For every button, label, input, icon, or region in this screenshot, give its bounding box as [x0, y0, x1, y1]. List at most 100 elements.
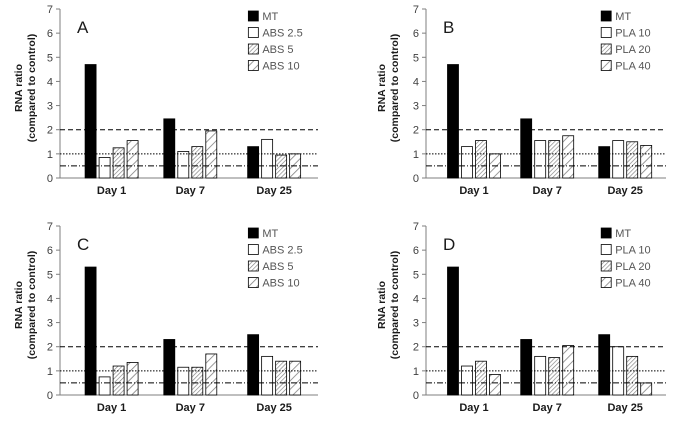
- y-tick-label: 5: [47, 52, 53, 64]
- y-tick-label: 0: [413, 390, 419, 402]
- bar-abs-2-5-day-1: [98, 376, 111, 396]
- x-category-label: Day 7: [176, 185, 205, 197]
- legend-swatch: [247, 227, 259, 239]
- x-category-label: Day 7: [533, 402, 562, 414]
- legend-label: ABS 10: [262, 278, 299, 290]
- bar-pla-10-day-1: [461, 146, 473, 179]
- bar-mt-day-7: [163, 339, 176, 396]
- y-tick-label: 6: [413, 28, 419, 40]
- legend-label: MT: [262, 11, 278, 23]
- y-axis-title-line: RNA ratio: [13, 64, 25, 112]
- legend-label: PLA 20: [615, 261, 650, 273]
- panel-letter: C: [77, 235, 89, 254]
- x-category-label: Day 1: [97, 402, 126, 414]
- x-category-label: Day 25: [607, 402, 642, 414]
- x-category-label: Day 1: [97, 185, 126, 197]
- y-tick-label: 1: [413, 366, 419, 378]
- legend-label: MT: [615, 228, 631, 240]
- bar-pla-20-day-7: [548, 357, 561, 396]
- bar-mt-day-25: [247, 146, 260, 179]
- bar-abs-5-day-1: [112, 365, 125, 396]
- bar-abs-10-day-7: [205, 353, 218, 396]
- bar-mt-day-7: [163, 118, 176, 179]
- y-tick-label: 6: [47, 245, 53, 257]
- legend-swatch: [247, 43, 259, 55]
- bar-abs-5-day-25: [275, 360, 288, 396]
- bar-pla-20-day-7: [548, 140, 561, 179]
- bar-abs-2-5-day-1: [98, 157, 111, 179]
- x-category-label: Day 7: [176, 402, 205, 414]
- legend-swatch: [247, 260, 259, 272]
- legend-label: ABS 2.5: [262, 28, 302, 40]
- y-tick-label: 2: [413, 125, 419, 137]
- legend-label: MT: [262, 228, 278, 240]
- bar-pla-10-day-7: [534, 355, 547, 396]
- legend-swatch: [600, 227, 612, 239]
- y-tick-label: 4: [413, 293, 419, 305]
- bar-mt-day-7: [520, 118, 533, 179]
- legend-label: MT: [615, 11, 631, 23]
- y-tick-label: 0: [47, 173, 53, 185]
- y-tick-label: 3: [413, 101, 419, 113]
- bar-abs-10-day-25: [289, 360, 302, 396]
- y-tick-label: 4: [47, 76, 53, 88]
- legend-swatch: [247, 10, 259, 22]
- x-category-label: Day 25: [607, 185, 642, 197]
- bar-abs-2-5-day-7: [177, 366, 190, 396]
- bar-pla-40-day-25: [640, 145, 653, 179]
- y-tick-label: 5: [413, 52, 419, 64]
- bar-mt-day-1: [84, 64, 97, 179]
- y-tick-label: 0: [413, 173, 419, 185]
- chart-panel-d: 0 1 2 3 4 5 6 7 RNA ratio(compared to control) Da…: [376, 221, 666, 414]
- legend-swatch: [600, 27, 612, 38]
- legend-label: ABS 10: [262, 61, 299, 73]
- y-axis-title-line: RNA ratio: [376, 281, 388, 329]
- panel-letter: A: [77, 18, 89, 37]
- y-axis-title: RNA ratio(compared to control): [376, 251, 401, 360]
- y-tick-label: 7: [413, 4, 419, 16]
- bar-mt-day-1: [447, 266, 459, 396]
- bar-pla-40-day-25: [640, 382, 653, 396]
- legend-swatch: [600, 43, 612, 55]
- bar-pla-20-day-25: [626, 141, 639, 179]
- y-tick-label: 7: [413, 221, 419, 233]
- y-axis-title: RNA ratio(compared to control): [13, 34, 38, 143]
- y-tick-label: 3: [47, 318, 53, 330]
- bar-abs-2-5-day-25: [261, 138, 274, 179]
- legend-label: PLA 20: [615, 44, 650, 56]
- legend-swatch: [247, 244, 259, 255]
- panel-letter: B: [443, 18, 454, 37]
- bar-abs-5-day-7: [191, 146, 204, 179]
- bar-pla-40-day-7: [562, 345, 575, 396]
- legend-label: ABS 2.5: [262, 245, 302, 257]
- y-tick-label: 4: [413, 76, 419, 88]
- x-category-label: Day 1: [459, 185, 488, 197]
- legend-swatch: [247, 60, 259, 71]
- y-tick-label: 5: [413, 269, 419, 281]
- chart-panel-a: 0 1 2 3 4 5 6 7 RNA ratio(compared to control) Da…: [13, 4, 318, 197]
- bar-pla-10-day-7: [534, 140, 547, 179]
- y-tick-label: 6: [47, 28, 53, 40]
- y-tick-label: 6: [413, 245, 419, 257]
- bar-pla-20-day-1: [475, 360, 487, 396]
- y-tick-label: 1: [47, 149, 53, 161]
- bar-abs-5-day-1: [112, 147, 125, 179]
- y-axis-title: RNA ratio(compared to control): [13, 251, 38, 360]
- x-category-label: Day 7: [533, 185, 562, 197]
- legend-swatch: [600, 10, 612, 22]
- legend-swatch: [600, 277, 612, 288]
- y-tick-label: 3: [47, 101, 53, 113]
- bar-mt-day-25: [598, 334, 611, 396]
- bar-pla-40-day-7: [562, 135, 575, 179]
- y-tick-label: 0: [47, 390, 53, 402]
- y-tick-label: 2: [413, 342, 419, 354]
- legend-swatch: [600, 244, 612, 255]
- y-axis-title-line: (compared to control): [389, 251, 401, 360]
- bar-abs-5-day-7: [191, 366, 204, 396]
- bar-pla-40-day-1: [489, 374, 501, 396]
- legend-label: PLA 10: [615, 245, 650, 257]
- y-tick-label: 7: [47, 4, 53, 16]
- bar-mt-day-25: [598, 146, 611, 179]
- legend-label: PLA 40: [615, 61, 650, 73]
- bar-abs-10-day-1: [126, 362, 139, 396]
